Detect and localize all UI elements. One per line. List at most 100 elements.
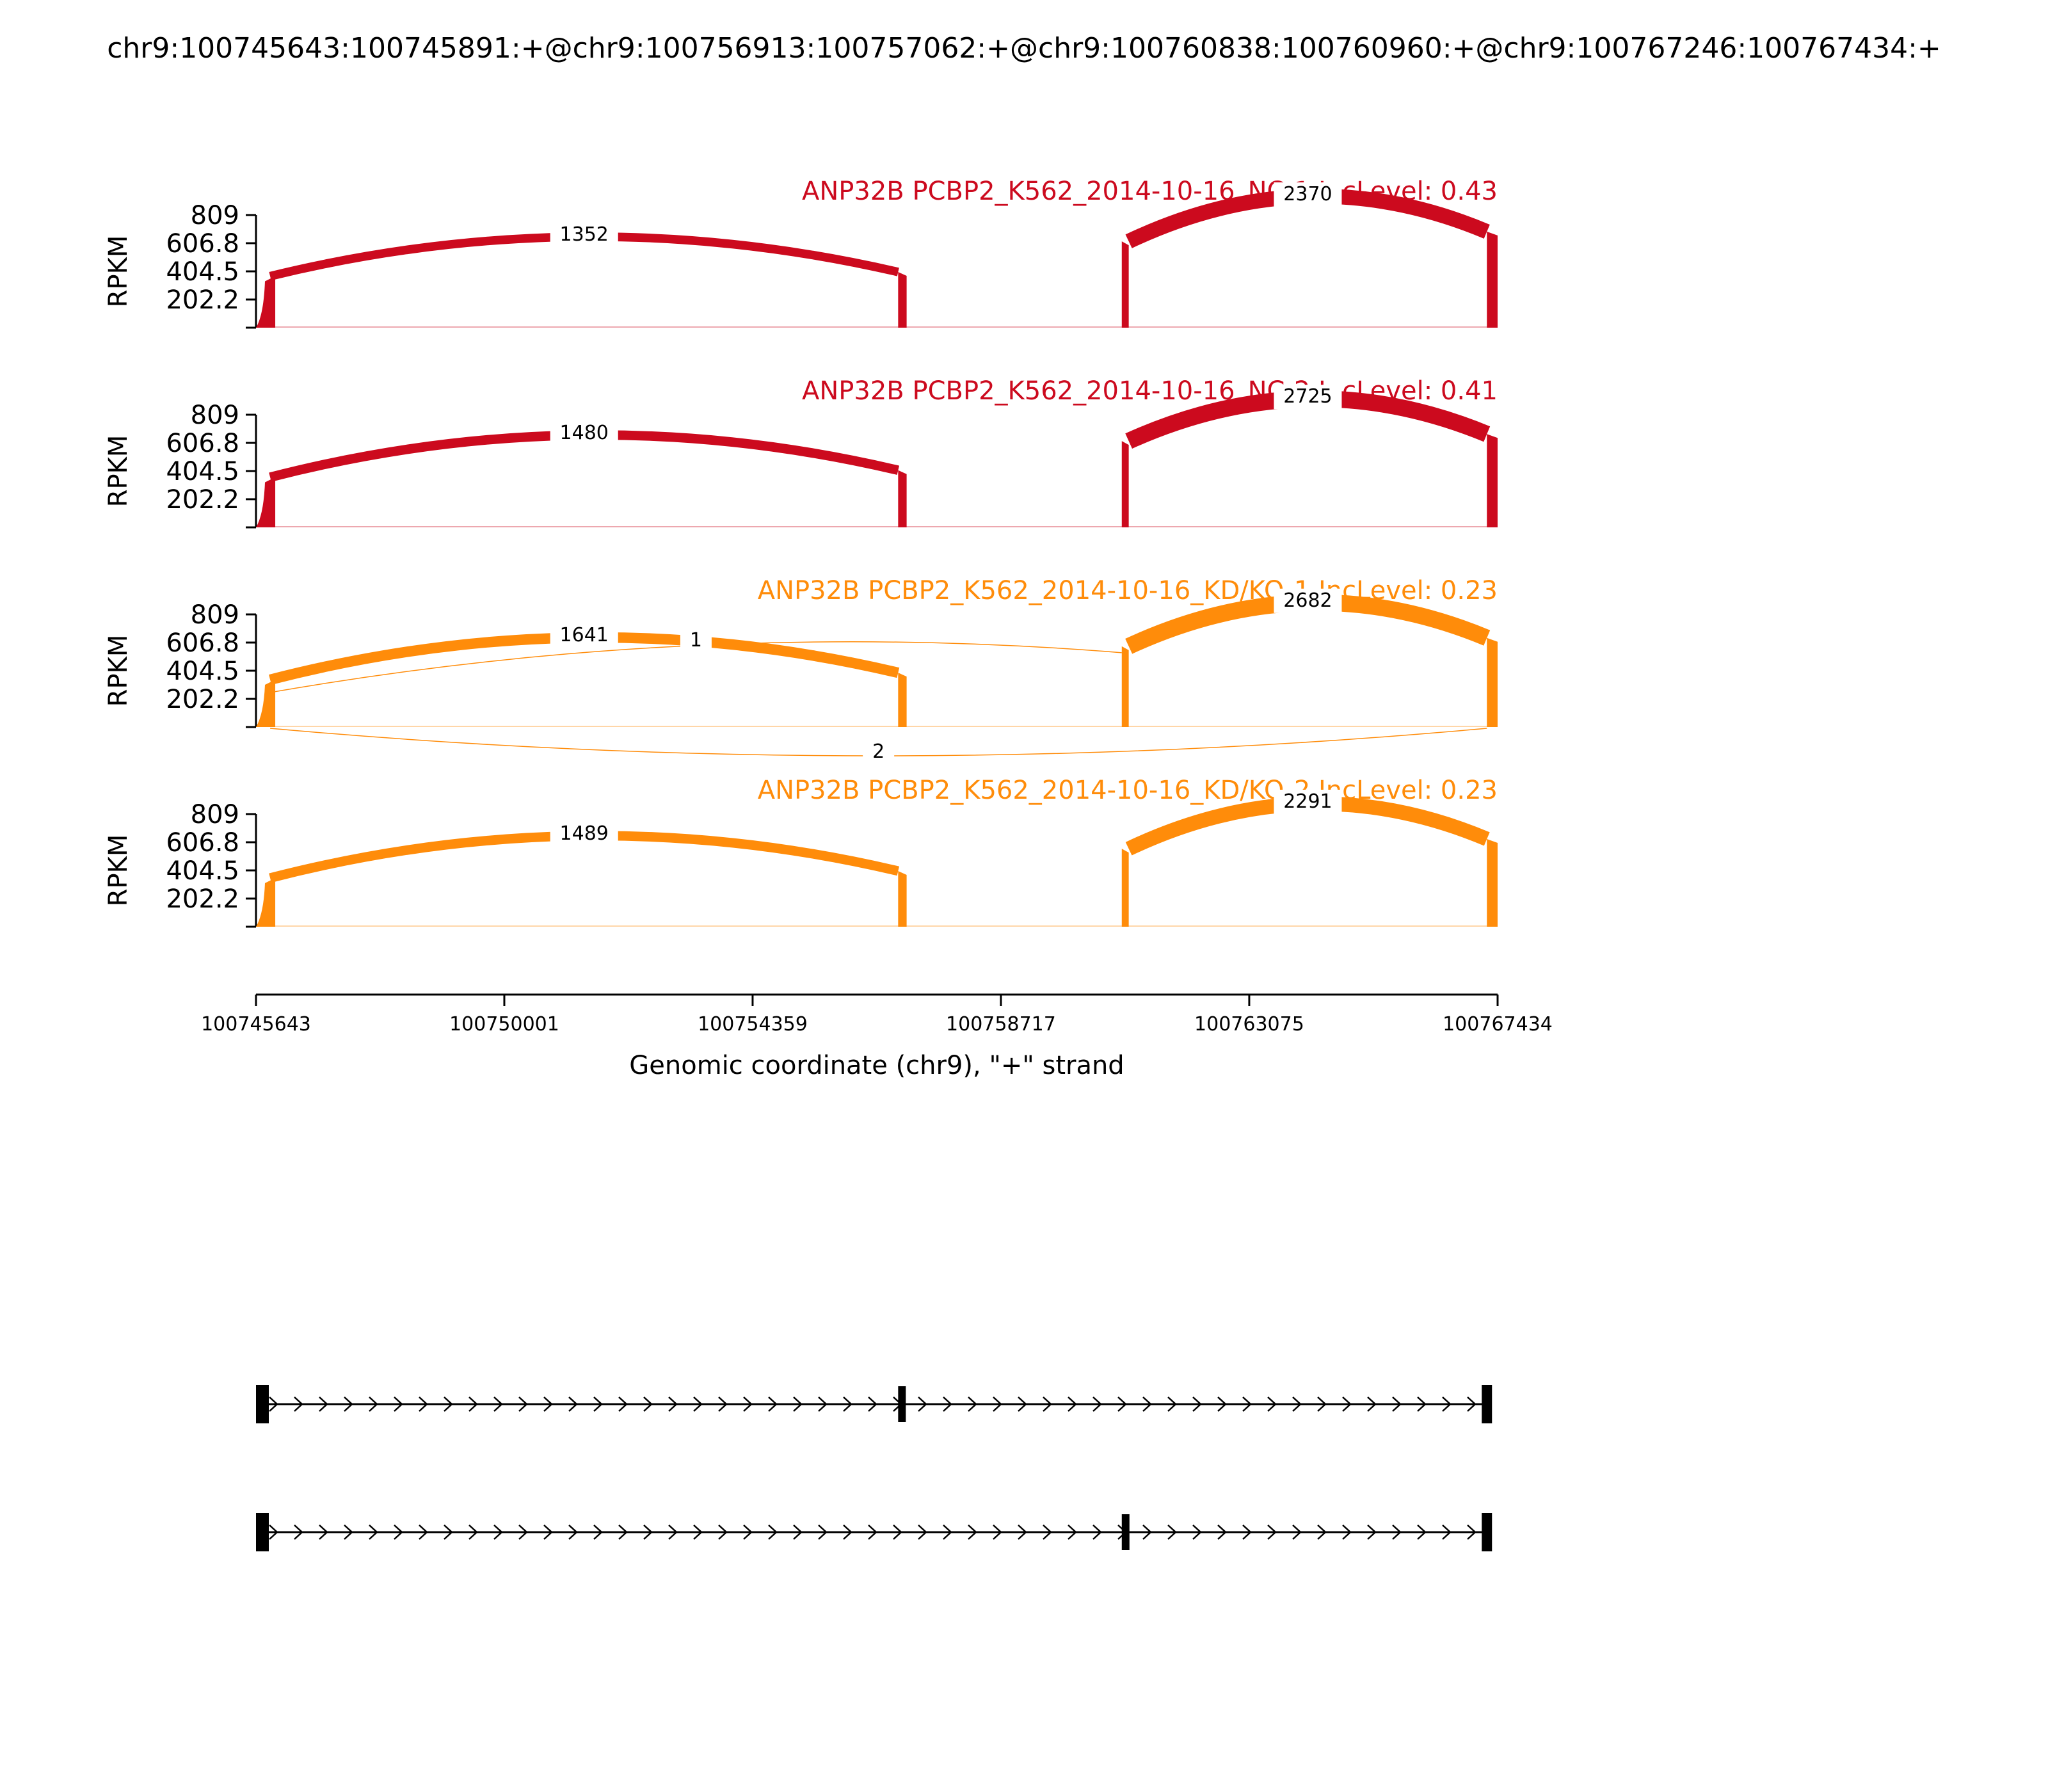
strand-arrow bbox=[668, 1396, 678, 1412]
junction-label-bg bbox=[1274, 385, 1342, 410]
y-tick-label: 202.2 bbox=[166, 884, 239, 914]
strand-arrow bbox=[1267, 1396, 1277, 1412]
strand-arrow bbox=[768, 1524, 778, 1540]
strand-arrow bbox=[394, 1396, 403, 1412]
coverage-exon-2 bbox=[898, 673, 907, 727]
exon-block bbox=[898, 1386, 906, 1422]
y-axis-label: RPKM bbox=[104, 236, 133, 308]
x-tick-label: 100745643 bbox=[201, 1013, 311, 1036]
y-tick-label: 809 bbox=[191, 600, 239, 630]
strand-arrow bbox=[1242, 1396, 1252, 1412]
strand-arrow bbox=[1018, 1396, 1027, 1412]
y-tick-label: 202.2 bbox=[166, 685, 239, 714]
strand-arrow bbox=[369, 1524, 378, 1540]
exon-block bbox=[1482, 1385, 1492, 1423]
strand-arrow bbox=[1442, 1524, 1452, 1540]
junction-label-bg bbox=[1274, 588, 1342, 613]
strand-arrow bbox=[993, 1524, 1002, 1540]
strand-arrow bbox=[1367, 1524, 1377, 1540]
strand-arrow bbox=[718, 1396, 728, 1412]
y-tick-label: 202.2 bbox=[166, 485, 239, 515]
strand-arrow bbox=[493, 1396, 503, 1412]
y-tick-label: 404.5 bbox=[166, 856, 239, 886]
strand-arrow bbox=[918, 1396, 927, 1412]
strand-arrow bbox=[1018, 1524, 1027, 1540]
strand-arrow bbox=[1317, 1396, 1327, 1412]
y-tick-label: 606.8 bbox=[166, 229, 239, 259]
strand-arrow bbox=[493, 1524, 503, 1540]
strand-arrow bbox=[468, 1524, 478, 1540]
strand-arrow bbox=[1267, 1524, 1277, 1540]
strand-arrow bbox=[468, 1396, 478, 1412]
y-tick-label: 809 bbox=[191, 800, 239, 829]
junction-label-bg bbox=[550, 222, 618, 247]
strand-arrow bbox=[344, 1396, 353, 1412]
strand-arrow bbox=[1192, 1396, 1202, 1412]
strand-arrow bbox=[1142, 1396, 1152, 1412]
strand-arrow bbox=[1442, 1396, 1452, 1412]
junction-label: 2 bbox=[872, 740, 884, 763]
strand-arrow bbox=[1467, 1524, 1476, 1540]
coverage-exon-2 bbox=[898, 470, 907, 527]
y-tick-label: 404.5 bbox=[166, 457, 239, 486]
strand-arrow bbox=[1417, 1396, 1427, 1412]
strand-arrow bbox=[1342, 1524, 1352, 1540]
strand-arrow bbox=[518, 1396, 528, 1412]
strand-arrow bbox=[868, 1524, 877, 1540]
strand-arrow bbox=[893, 1524, 902, 1540]
strand-arrow bbox=[1167, 1524, 1177, 1540]
strand-arrow bbox=[943, 1524, 952, 1540]
y-axis-label: RPKM bbox=[104, 835, 133, 907]
panel-4: ANP32B PCBP2_K562_2014-10-16_KD/KO-2 Inc… bbox=[104, 776, 1498, 928]
strand-arrow bbox=[1092, 1524, 1102, 1540]
strand-arrow bbox=[1292, 1524, 1302, 1540]
junction-label: 1489 bbox=[560, 822, 609, 845]
x-tick-label: 100758717 bbox=[946, 1013, 1056, 1036]
panel-3: ANP32B PCBP2_K562_2014-10-16_KD/KO-1 Inc… bbox=[104, 576, 1498, 764]
strand-arrow bbox=[793, 1524, 803, 1540]
isoform-1 bbox=[256, 1385, 1492, 1423]
junction-label-bg bbox=[1274, 789, 1342, 814]
panel-1: ANP32B PCBP2_K562_2014-10-16_NC-1 IncLev… bbox=[104, 177, 1498, 329]
strand-arrow bbox=[369, 1396, 378, 1412]
strand-arrow bbox=[643, 1524, 653, 1540]
x-tick-label: 100754359 bbox=[698, 1013, 808, 1036]
strand-arrow bbox=[1342, 1396, 1352, 1412]
y-axis-label: RPKM bbox=[104, 635, 133, 707]
x-axis: 100745643 100750001 100754359 100758717 1007… bbox=[201, 993, 1553, 1080]
y-axis-label: RPKM bbox=[104, 435, 133, 508]
strand-arrow bbox=[843, 1396, 852, 1412]
strand-arrow bbox=[743, 1396, 753, 1412]
junction-label-bg bbox=[550, 420, 618, 445]
strand-arrow bbox=[793, 1396, 803, 1412]
junction-label: 1641 bbox=[560, 624, 609, 646]
junction-label: 1480 bbox=[560, 422, 609, 444]
coverage-exon-3 bbox=[1121, 441, 1129, 527]
junction-label-bg bbox=[1274, 182, 1342, 207]
y-tick-label: 809 bbox=[191, 201, 239, 230]
junction-label: 2370 bbox=[1283, 183, 1332, 205]
strand-arrow bbox=[768, 1396, 778, 1412]
coverage-exon-2 bbox=[898, 271, 907, 328]
strand-arrow bbox=[1467, 1396, 1476, 1412]
strand-arrow bbox=[1392, 1524, 1402, 1540]
junction-label-bg bbox=[680, 628, 712, 653]
coverage-exon-1 bbox=[256, 276, 276, 328]
strand-arrow bbox=[918, 1524, 927, 1540]
x-tick-label: 100767434 bbox=[1443, 1013, 1553, 1036]
strand-arrow bbox=[618, 1524, 628, 1540]
strand-arrow bbox=[1292, 1396, 1302, 1412]
coverage-exon-1 bbox=[256, 877, 276, 927]
strand-arrow bbox=[843, 1524, 852, 1540]
strand-arrow bbox=[593, 1396, 603, 1412]
coverage-exon-4 bbox=[1487, 231, 1498, 328]
coverage-exon-4 bbox=[1487, 838, 1498, 927]
coverage-exon-1 bbox=[256, 477, 276, 527]
coverage-exon-1 bbox=[256, 680, 276, 727]
strand-arrow bbox=[968, 1524, 977, 1540]
strand-arrow bbox=[1092, 1396, 1102, 1412]
y-tick-label: 809 bbox=[191, 401, 239, 430]
strand-arrow bbox=[419, 1524, 428, 1540]
strand-arrow bbox=[344, 1524, 353, 1540]
junction-label-bg bbox=[550, 623, 618, 648]
